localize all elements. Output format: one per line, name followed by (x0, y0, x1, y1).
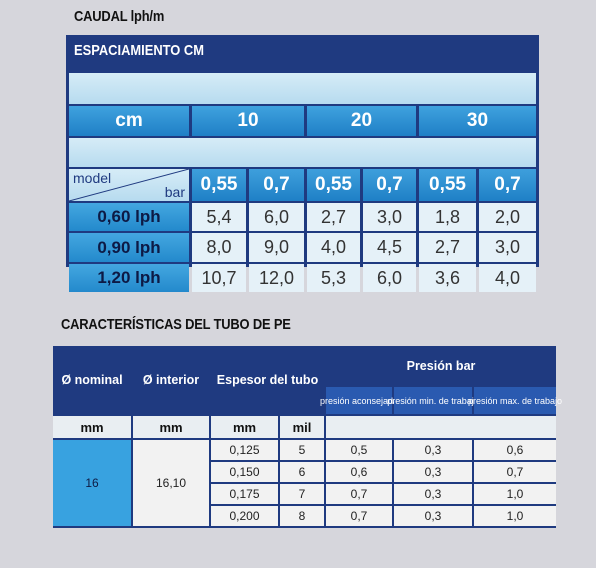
flow-cell: 10,7 (192, 264, 246, 292)
flow-cell: 3,6 (419, 264, 476, 292)
max-working-pressure-header: presión max. de trabajo (468, 387, 562, 414)
thickness-mil: 6 (280, 462, 324, 482)
interior-diameter-header: Ø interior (142, 373, 200, 387)
nominal-diameter-header: Ø nominal (61, 373, 123, 387)
thickness-mil: 8 (280, 506, 324, 526)
pressure-header: 0,7 (363, 169, 416, 201)
thickness-mm-unit: mm (211, 416, 278, 438)
pressure-unit-blank (326, 416, 556, 438)
thickness-mm: 0,200 (211, 506, 278, 526)
thickness-mm: 0,150 (211, 462, 278, 482)
max-pressure: 0,6 (474, 440, 556, 460)
thickness-mm: 0,175 (211, 484, 278, 504)
model-label: model (73, 170, 112, 186)
recommended-pressure: 0,6 (326, 462, 392, 482)
spacing-20-header: 20 (307, 106, 416, 136)
pressure-header: 0,55 (192, 169, 246, 201)
flow-section-title: CAUDAL lph/m (74, 8, 165, 25)
recommended-pressure-header: presión aconsejada (320, 387, 398, 414)
flow-cell: 2,7 (419, 233, 476, 262)
recommended-pressure: 0,7 (326, 506, 392, 526)
spacing-unit-cell: cm (69, 106, 189, 136)
min-working-pressure-header: presión min. de trabajo (387, 387, 479, 414)
flow-cell: 9,0 (249, 233, 304, 262)
bar-label: bar (164, 184, 185, 200)
spacing-header: ESPACIAMIENTO CM (74, 42, 204, 59)
flow-cell: 4,5 (363, 233, 416, 262)
flow-cell: 4,0 (307, 233, 360, 262)
spacing-header-bar: ESPACIAMIENTO CM (66, 35, 539, 69)
spacing-10-header: 10 (192, 106, 304, 136)
min-pressure: 0,3 (394, 506, 472, 526)
thickness-mil: 5 (280, 440, 324, 460)
thickness-mil: 7 (280, 484, 324, 504)
min-pressure: 0,3 (394, 440, 472, 460)
pressure-header: Presión bar (406, 359, 476, 373)
pipe-characteristics-table: Ø nominal Ø interior Espesor del tubo Pr… (53, 346, 562, 528)
flow-cell: 1,8 (419, 203, 476, 231)
recommended-pressure: 0,7 (326, 484, 392, 504)
pipe-section-title: CARACTERÍSTICAS DEL TUBO DE PE (61, 316, 291, 333)
interior-unit: mm (133, 416, 209, 438)
nominal-diameter-value: 16 (53, 440, 131, 526)
model-bar-corner: model bar (69, 169, 189, 201)
model-row-header: 1,20 lph (69, 264, 189, 292)
min-pressure: 0,3 (394, 484, 472, 504)
flow-cell: 4,0 (479, 264, 536, 292)
interior-diameter-value: 16,10 (133, 440, 209, 526)
flow-cell: 2,0 (479, 203, 536, 231)
pressure-header: 0,7 (249, 169, 304, 201)
max-pressure: 1,0 (474, 484, 556, 504)
pressure-header: 0,55 (307, 169, 360, 201)
pressure-header: 0,7 (479, 169, 536, 201)
max-pressure: 0,7 (474, 462, 556, 482)
flow-cell: 2,7 (307, 203, 360, 231)
flow-cell: 12,0 (249, 264, 304, 292)
top-band (69, 73, 536, 104)
flow-cell: 6,0 (249, 203, 304, 231)
pressure-header: 0,55 (419, 169, 476, 201)
flow-cell: 6,0 (363, 264, 416, 292)
model-row-header: 0,90 lph (69, 233, 189, 262)
nominal-unit: mm (53, 416, 131, 438)
flow-rate-table: ESPACIAMIENTO CM cm 10 20 30 model bar 0… (66, 35, 539, 292)
flow-cell: 5,4 (192, 203, 246, 231)
max-pressure: 1,0 (474, 506, 556, 526)
model-row-header: 0,60 lph (69, 203, 189, 231)
thickness-mm: 0,125 (211, 440, 278, 460)
flow-cell: 3,0 (363, 203, 416, 231)
thickness-header: Espesor del tubo (216, 373, 319, 387)
diagonal-divider (69, 169, 189, 201)
flow-cell: 3,0 (479, 233, 536, 262)
flow-cell: 8,0 (192, 233, 246, 262)
spacing-30-header: 30 (419, 106, 536, 136)
separator-band (69, 138, 536, 167)
recommended-pressure: 0,5 (326, 440, 392, 460)
thickness-mil-unit: mil (280, 416, 324, 438)
flow-cell: 5,3 (307, 264, 360, 292)
min-pressure: 0,3 (394, 462, 472, 482)
